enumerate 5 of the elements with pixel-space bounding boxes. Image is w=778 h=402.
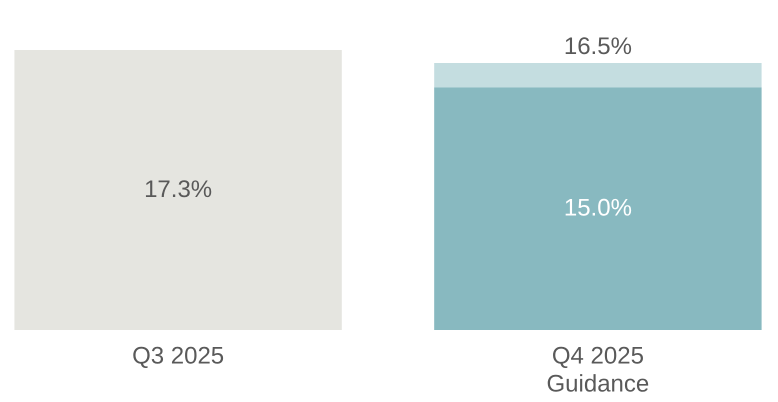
data-label: 15.0% [564,194,632,222]
total-label: 16.5% [564,32,632,60]
x-tick-label: Q4 2025 Guidance [546,342,650,398]
x-tick-label: Q3 2025 [132,342,224,370]
data-label: 17.3% [144,176,212,203]
